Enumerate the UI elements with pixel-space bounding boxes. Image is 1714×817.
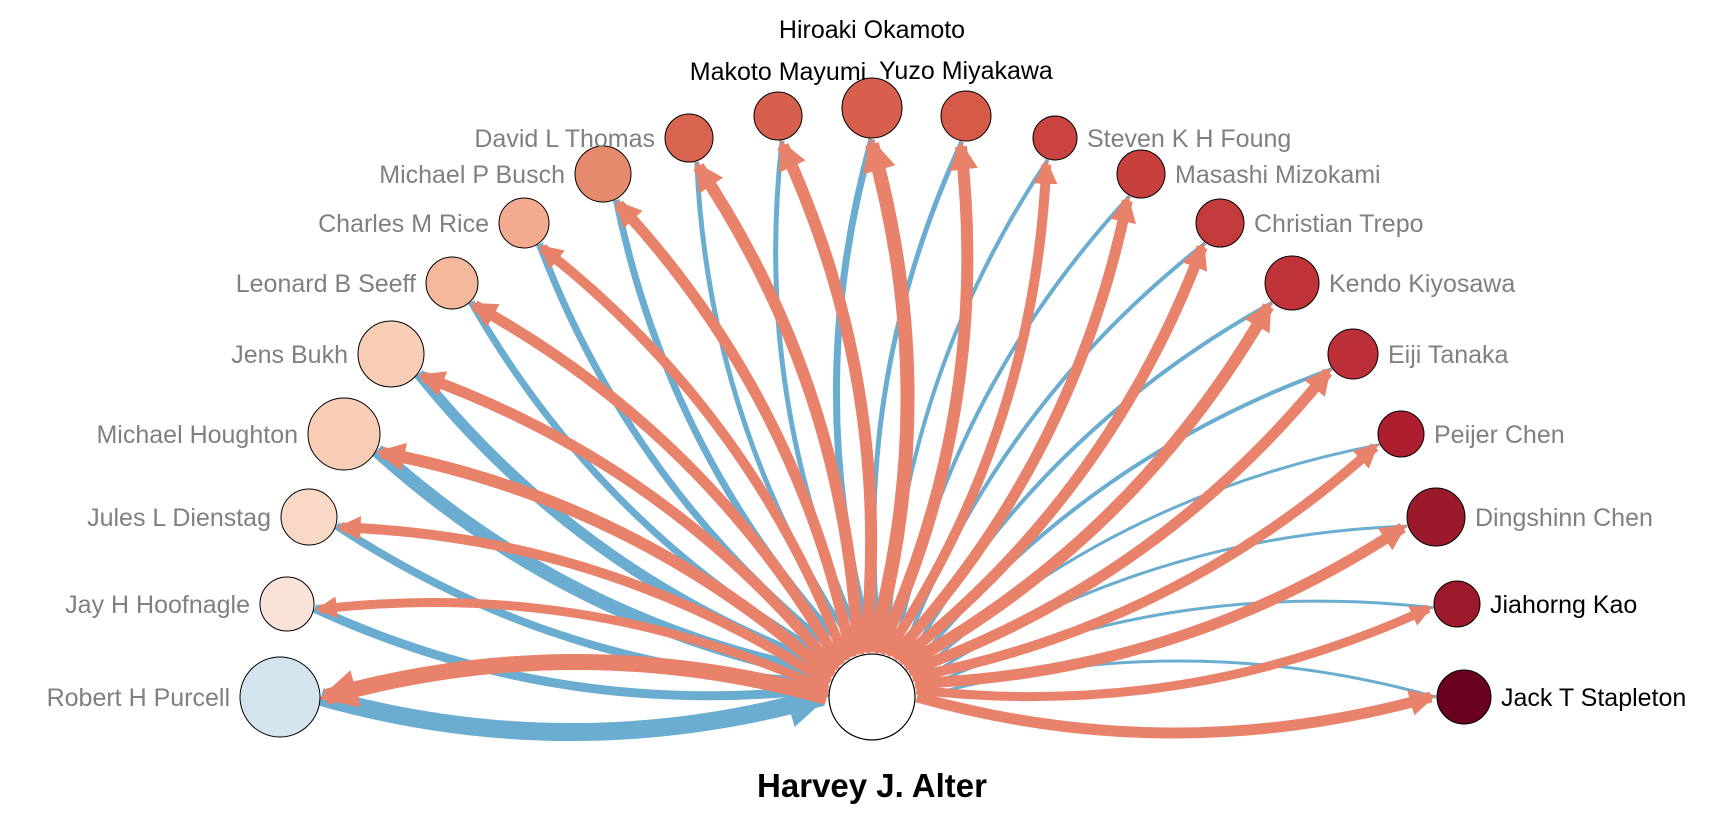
node-jens-bukh[interactable] — [357, 320, 425, 388]
label-masashi-mizokami: Masashi Mizokami — [1175, 161, 1381, 189]
label-jack-t-stapleton: Jack T Stapleton — [1501, 684, 1686, 712]
label-michael-houghton: Michael Houghton — [96, 421, 298, 449]
author-labels: Robert H Purcell Jay H Hoofnagle Jules L D… — [47, 16, 1687, 712]
edge-out-christian-trepo — [895, 242, 1208, 666]
label-yuzo-miyakawa: Yuzo Miyakawa — [879, 57, 1053, 85]
edge-in-jay-h-hoofnagle — [312, 604, 827, 702]
edge-out-yuzo-miyakawa — [873, 140, 978, 656]
label-christian-trepo: Christian Trepo — [1254, 210, 1424, 238]
label-jay-h-hoofnagle: Jay H Hoofnagle — [65, 591, 250, 619]
node-michael-houghton[interactable] — [307, 397, 381, 471]
edge-out-peijer-chen — [911, 443, 1379, 682]
node-jay-h-hoofnagle[interactable] — [259, 576, 315, 632]
node-yuzo-miyakawa[interactable] — [940, 90, 992, 142]
node-christian-trepo[interactable] — [1195, 198, 1245, 248]
node-robert-h-purcell[interactable] — [239, 656, 321, 738]
node-steven-k-h-foung[interactable] — [1032, 115, 1078, 161]
center-author-label: Harvey J. Alter — [757, 767, 987, 804]
label-dingshinn-chen: Dingshinn Chen — [1475, 504, 1653, 532]
node-eiji-tanaka[interactable] — [1327, 328, 1379, 380]
edge-in-robert-h-purcell — [318, 685, 831, 741]
label-jiahorng-kao: Jiahorng Kao — [1490, 591, 1637, 619]
node-michael-p-busch[interactable] — [574, 145, 632, 203]
label-leonard-b-seeff: Leonard B Seeff — [236, 270, 416, 298]
label-david-l-thomas: David L Thomas — [474, 125, 655, 153]
edge-out-leonard-b-seeff — [470, 300, 845, 669]
label-jules-l-dienstag: Jules L Dienstag — [87, 504, 271, 532]
outgoing-edges — [315, 137, 1437, 739]
node-charles-m-rice[interactable] — [498, 197, 550, 249]
edge-out-jules-l-dienstag — [336, 516, 832, 688]
label-makoto-mayumi: Makoto Mayumi — [690, 58, 866, 86]
label-michael-p-busch: Michael P Busch — [379, 161, 565, 189]
node-jack-t-stapleton[interactable] — [1436, 669, 1492, 725]
label-charles-m-rice: Charles M Rice — [318, 210, 489, 238]
edge-out-michael-houghton — [375, 442, 836, 682]
node-peijer-chen[interactable] — [1377, 410, 1425, 458]
label-peijer-chen: Peijer Chen — [1434, 421, 1565, 449]
edge-out-steven-k-h-foung — [881, 159, 1058, 657]
edge-out-robert-h-purcell — [318, 654, 830, 708]
label-robert-h-purcell: Robert H Purcell — [47, 684, 230, 712]
edge-out-eiji-tanaka — [906, 367, 1333, 677]
center-author-node[interactable] — [828, 653, 916, 741]
edge-out-hiroaki-okamoto — [863, 137, 915, 654]
node-masashi-mizokami[interactable] — [1116, 149, 1166, 199]
edge-out-jiahorng-kao — [915, 604, 1433, 702]
edge-out-dingshinn-chen — [914, 523, 1408, 689]
node-hiroaki-okamoto[interactable] — [841, 77, 903, 139]
edge-out-makoto-mayumi — [777, 140, 878, 654]
edge-out-kendo-kiyosawa — [901, 301, 1274, 671]
edge-out-jens-bukh — [417, 371, 840, 675]
node-leonard-b-seeff[interactable] — [425, 256, 479, 310]
node-kendo-kiyosawa[interactable] — [1264, 255, 1320, 311]
label-jens-bukh: Jens Bukh — [231, 341, 348, 369]
edge-out-charles-m-rice — [538, 244, 851, 663]
node-makoto-mayumi[interactable] — [753, 91, 803, 141]
label-kendo-kiyosawa: Kendo Kiyosawa — [1329, 270, 1515, 298]
node-dingshinn-chen[interactable] — [1406, 487, 1466, 547]
label-eiji-tanaka: Eiji Tanaka — [1388, 341, 1509, 369]
node-david-l-thomas[interactable] — [664, 113, 714, 163]
edge-out-jack-t-stapleton — [915, 689, 1437, 739]
edge-out-masashi-mizokami — [888, 195, 1136, 661]
edge-out-jay-h-hoofnagle — [315, 596, 830, 694]
label-steven-k-h-foung: Steven K H Foung — [1087, 125, 1291, 153]
edge-out-michael-p-busch — [614, 200, 857, 659]
node-jiahorng-kao[interactable] — [1433, 580, 1481, 628]
node-jules-l-dienstag[interactable] — [280, 488, 338, 546]
label-hiroaki-okamoto: Hiroaki Okamoto — [779, 16, 965, 44]
edge-out-david-l-thomas — [693, 161, 864, 655]
author-nodes — [239, 77, 1492, 738]
